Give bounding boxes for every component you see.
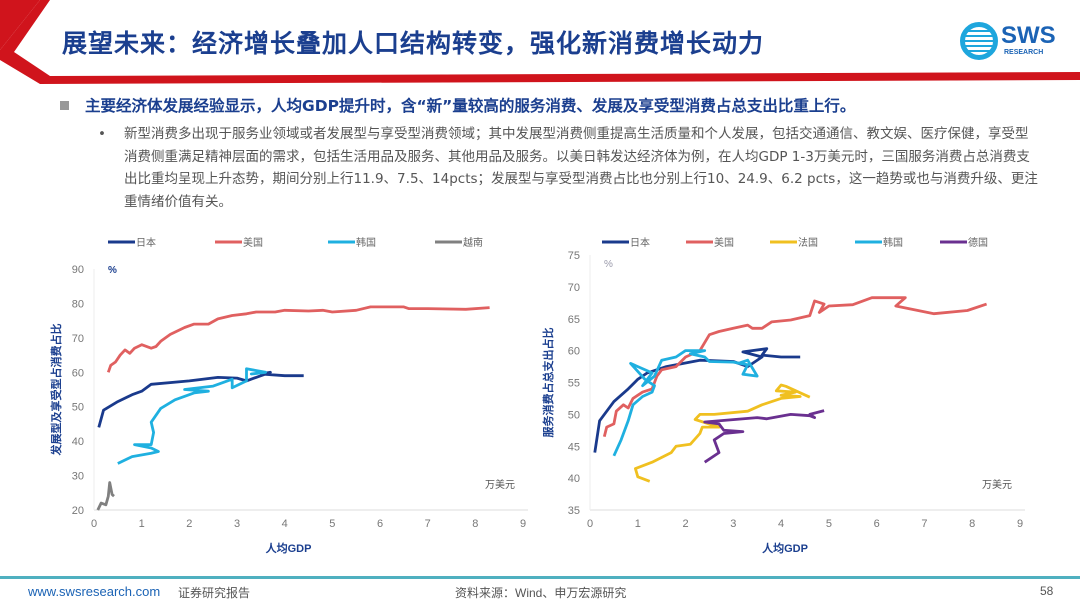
x-tick-label: 3 (234, 518, 240, 530)
series-line-日本 (97, 370, 304, 428)
x-tick-label: 7 (425, 518, 431, 530)
series-line-韩国 (117, 367, 268, 465)
footer-source: 资料来源：Wind、申万宏源研究 (455, 586, 627, 600)
y-tick-label: 80 (72, 298, 84, 310)
y-tick-label: 90 (72, 264, 84, 276)
logo-subtext: RESEARCH (1004, 49, 1044, 56)
y-tick-label: 20 (72, 505, 84, 517)
x-tick-label: 6 (377, 518, 383, 530)
y-tick-label: 45 (568, 441, 580, 453)
x-tick-label: 5 (826, 518, 832, 530)
series-line-美国 (106, 305, 490, 373)
series-line-法国 (634, 383, 811, 483)
y-tick-label: 35 (568, 505, 580, 517)
x-axis-label: 人均GDP (762, 541, 808, 555)
series-line-韩国 (612, 349, 759, 457)
sws-logo: SWS RESEARCH (960, 20, 1060, 64)
legend-label: 美国 (714, 236, 734, 249)
headline: 主要经济体发展经验显示，人均GDP提升时，含“新”量较高的服务消费、发展及享受型… (60, 94, 855, 116)
series-line-越南 (96, 481, 115, 511)
legend-label: 法国 (798, 236, 818, 249)
y-tick-label: 70 (72, 333, 84, 345)
y-axis-label: 发展型及享受型占消费占比 (49, 324, 63, 457)
x-tick-label: 2 (682, 518, 688, 530)
x-tick-label: 9 (520, 518, 526, 530)
y-tick-label: 60 (568, 346, 580, 358)
x-tick-label: 8 (472, 518, 478, 530)
x-tick-label: 8 (969, 518, 975, 530)
series-line-德国 (703, 409, 825, 464)
y-tick-label: 70 (568, 282, 580, 294)
x-tick-label: 1 (139, 518, 145, 530)
y-tick-label: 65 (568, 314, 580, 326)
x-tick-label: 0 (587, 518, 593, 530)
page-number: 58 (1040, 584, 1054, 598)
x-tick-label: 4 (282, 518, 288, 530)
y-tick-label: 30 (72, 471, 84, 483)
bullet-paragraph: • 新型消费多出现于服务业领域或者发展型与享受型消费领域；其中发展型消费侧重提高… (98, 123, 1038, 213)
x-tick-label: 5 (329, 518, 335, 530)
x-tick-label: 2 (186, 518, 192, 530)
x-tick-label: 7 (921, 518, 927, 530)
x-tick-label: 4 (778, 518, 784, 530)
y-axis-label: 服务消费占总支出占比 (541, 328, 555, 438)
footer-report-type: 证券研究报告 (178, 586, 251, 600)
legend-label: 德国 (968, 236, 988, 249)
chart-service-consumption-share: 0 1 2 3 4 5 6 7 8 9354045505560657075人均GDP服务消费占总支… (541, 236, 1025, 555)
y-tick-label: 60 (72, 367, 84, 379)
legend-label: 越南 (463, 236, 483, 249)
y-tick-label: 55 (568, 378, 580, 390)
legend-label: 日本 (136, 236, 156, 249)
y-tick-label: 75 (568, 250, 580, 262)
y-tick-label: 50 (568, 409, 580, 421)
bullet-text: 新型消费多出现于服务业领域或者发展型与享受型消费领域；其中发展型消费侧重提高生活… (124, 126, 1038, 210)
bullet-marker: • (98, 126, 106, 142)
x-tick-label: 1 (635, 518, 641, 530)
legend-label: 韩国 (883, 236, 903, 249)
legend-label: 日本 (630, 236, 650, 249)
y-unit-label: % (604, 259, 613, 270)
square-bullet-icon (60, 101, 69, 110)
x-tick-label: 6 (874, 518, 880, 530)
legend-label: 美国 (243, 236, 263, 249)
x-tick-label: 3 (730, 518, 736, 530)
x-unit-label: 万美元 (982, 478, 1012, 491)
footer-url[interactable]: www.swsresearch.com (28, 584, 161, 599)
logo-mark-icon (960, 22, 998, 60)
page-title: 展望未来：经济增长叠加人口结构转变，强化新消费增长动力 (62, 29, 765, 58)
logo-text: SWS (1001, 22, 1056, 49)
footer-divider (0, 576, 1080, 579)
y-tick-label: 50 (72, 402, 84, 414)
y-tick-label: 40 (72, 436, 84, 448)
y-tick-label: 40 (568, 473, 580, 485)
header-decoration (0, 0, 1080, 84)
chart-development-enjoyment-share: 0 1 2 3 4 5 6 7 8 9 20 30 40 50 60 70 80 90 人均GDP 发展型及享受型占消… (49, 236, 528, 555)
series-line-美国 (602, 296, 988, 438)
headline-text: 主要经济体发展经验显示，人均GDP提升时，含“新”量较高的服务消费、发展及享受型… (85, 97, 856, 115)
x-axis-label: 人均GDP (266, 541, 312, 555)
legend-label: 韩国 (356, 236, 376, 249)
x-tick-label: 0 (91, 518, 97, 530)
x-tick-label: 9 (1017, 518, 1023, 530)
x-unit-label: 万美元 (485, 478, 515, 491)
y-unit-label: % (108, 265, 117, 276)
